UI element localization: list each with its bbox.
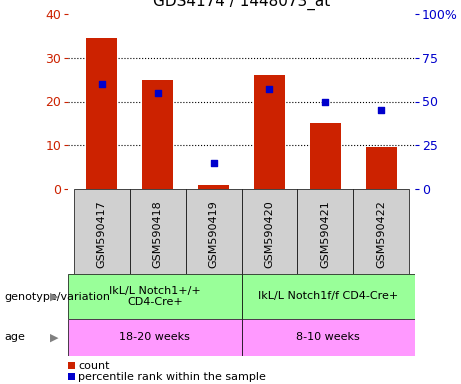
FancyBboxPatch shape (74, 189, 130, 274)
Point (210, 160, 217, 166)
Bar (68, 373, 75, 381)
Bar (366, 147, 397, 189)
Bar (68, 274, 242, 319)
Text: IkL/L Notch1+/+
CD4-Cre+: IkL/L Notch1+/+ CD4-Cre+ (109, 286, 201, 307)
Text: genotype/variation: genotype/variation (5, 291, 111, 301)
Text: GSM590420: GSM590420 (265, 200, 274, 268)
Bar (242, 274, 415, 319)
Bar (242, 319, 415, 356)
FancyBboxPatch shape (242, 189, 297, 274)
Text: GSM590419: GSM590419 (208, 200, 219, 268)
Text: GSM590418: GSM590418 (153, 200, 163, 268)
Point (266, 86, 273, 92)
Text: GSM590422: GSM590422 (377, 200, 386, 268)
Point (378, 107, 385, 113)
Bar (68, 319, 242, 356)
FancyBboxPatch shape (130, 189, 185, 274)
Text: ▶: ▶ (50, 333, 59, 343)
Text: age: age (5, 333, 25, 343)
Bar (86, 38, 117, 189)
Text: count: count (78, 361, 110, 371)
Point (98, 81, 105, 87)
FancyBboxPatch shape (354, 189, 409, 274)
Point (154, 90, 161, 96)
Text: IkL/L Notch1f/f CD4-Cre+: IkL/L Notch1f/f CD4-Cre+ (258, 291, 398, 301)
Title: GDS4174 / 1448073_at: GDS4174 / 1448073_at (153, 0, 330, 10)
Text: GSM590421: GSM590421 (320, 200, 331, 268)
Text: 8-10 weeks: 8-10 weeks (296, 333, 360, 343)
Point (322, 98, 329, 104)
Bar (198, 185, 229, 189)
Bar (142, 79, 173, 189)
FancyBboxPatch shape (185, 189, 242, 274)
FancyBboxPatch shape (297, 189, 354, 274)
Text: percentile rank within the sample: percentile rank within the sample (78, 372, 266, 382)
Bar (254, 75, 285, 189)
Text: 18-20 weeks: 18-20 weeks (119, 333, 190, 343)
Text: GSM590417: GSM590417 (97, 200, 106, 268)
Bar (68, 362, 75, 369)
Text: ▶: ▶ (50, 291, 59, 301)
Bar (310, 123, 341, 189)
